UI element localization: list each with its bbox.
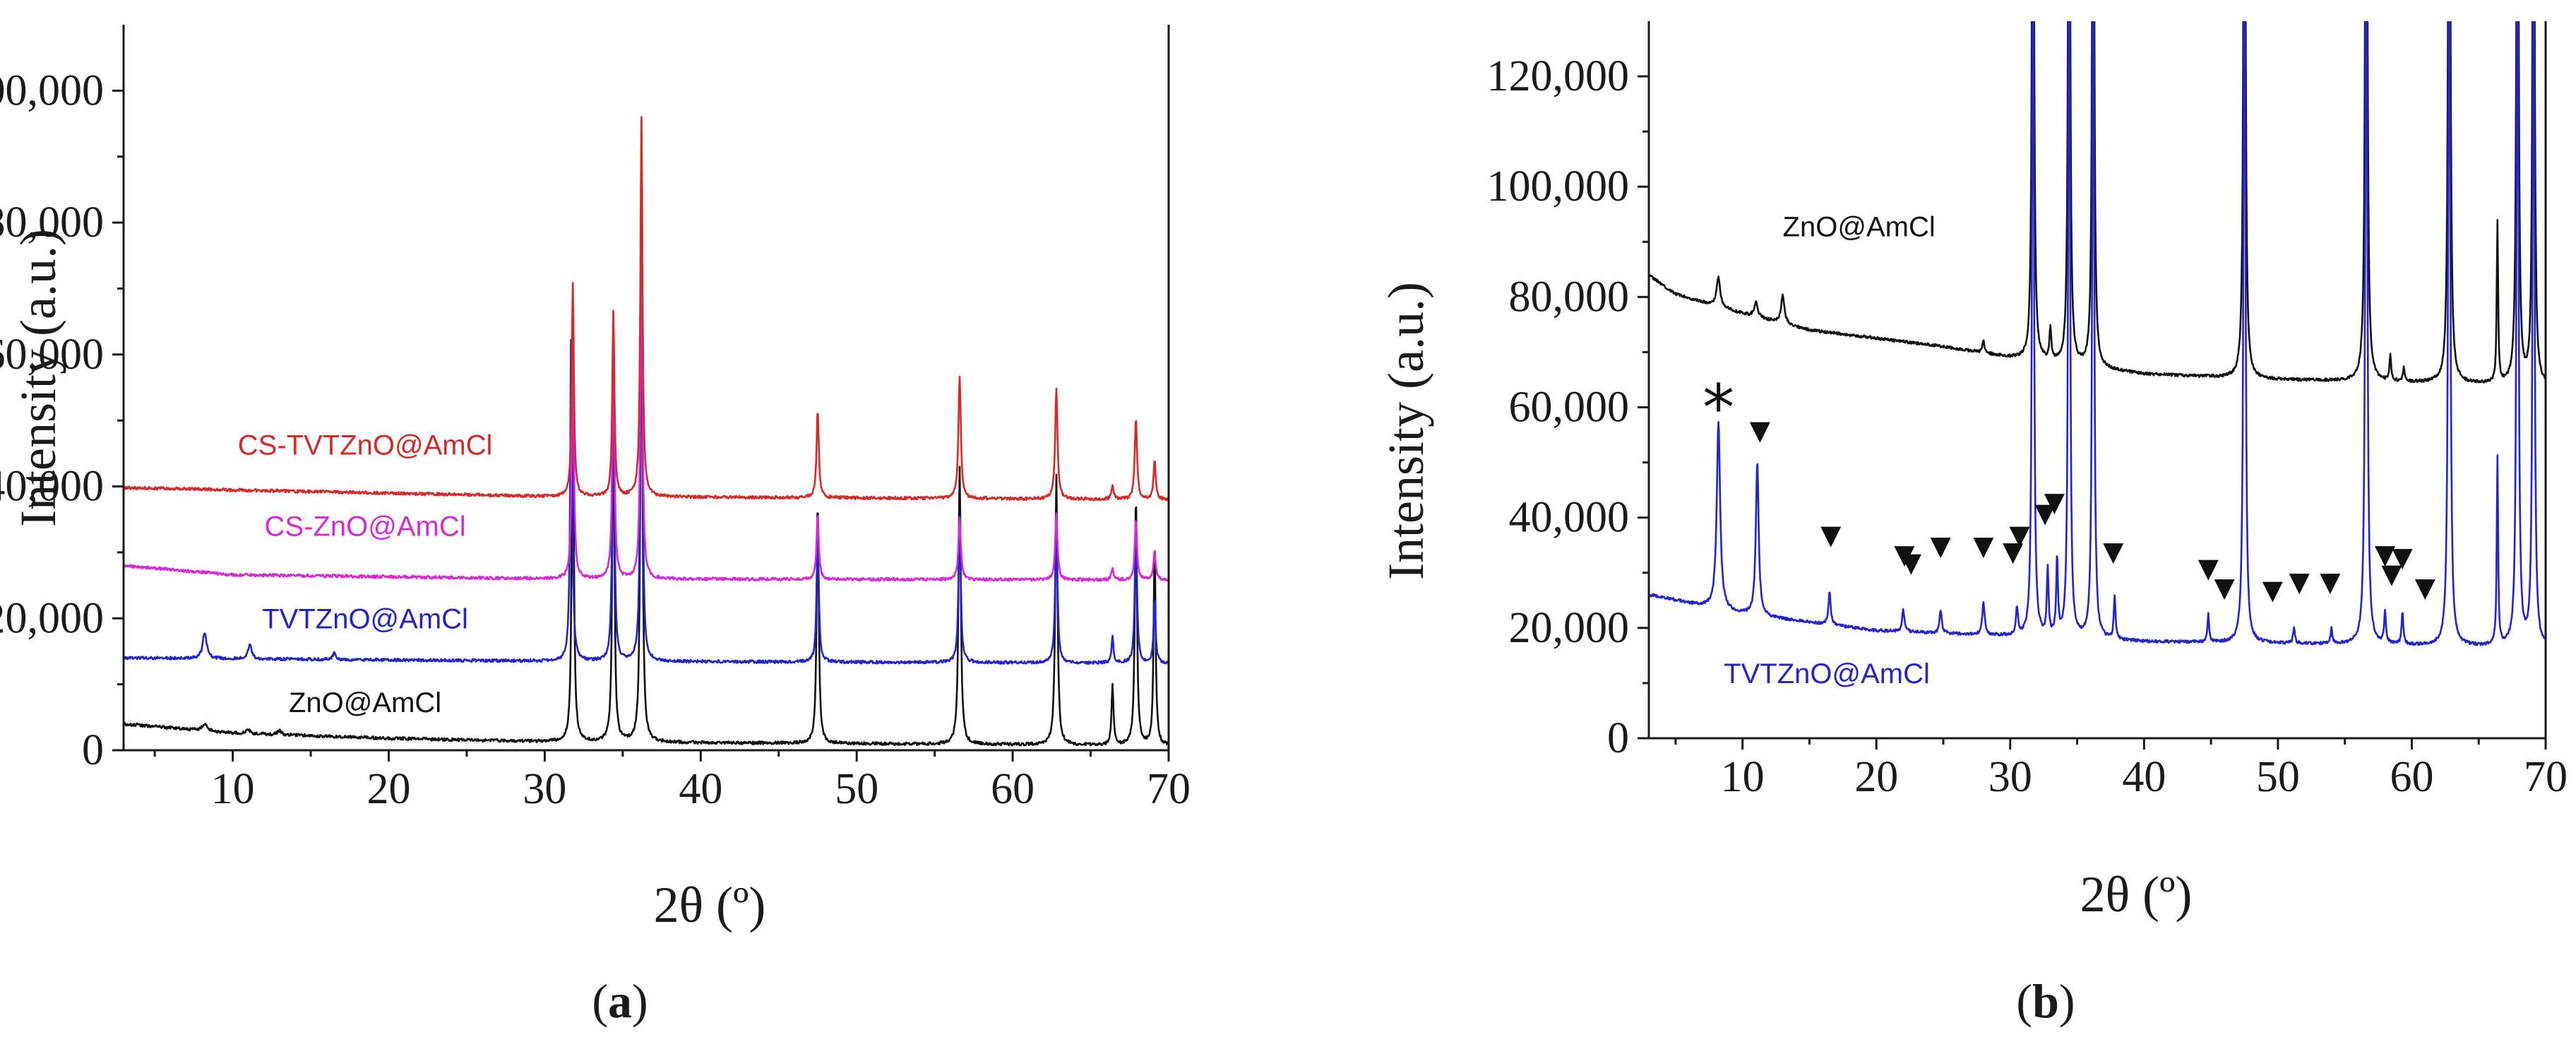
panel-b-x-tick-label: 50: [2256, 753, 2300, 801]
panel-a-x-tick-label: 50: [835, 765, 878, 813]
panel-a-y-tick-label: 80,000: [0, 199, 104, 247]
panel-b-peak-marker: ▼: [1901, 547, 1922, 578]
panel-b-x-tick-label: 40: [2122, 753, 2166, 801]
panel-a-series: [124, 116, 1169, 747]
panel-a-y-axis-label: Intensity (a.u.): [10, 229, 66, 527]
panel-b-x-tick-label: 60: [2390, 753, 2433, 801]
panel-b-asterisk-marker: *: [1703, 372, 1734, 446]
panel-b-y-tick-label: 40,000: [1509, 494, 1630, 542]
panel-a-legend-cs-tvtzno-amcl: CS-TVTZnO@AmCl: [238, 430, 493, 461]
panel-a-x-tick-label: 40: [679, 765, 722, 813]
panel-b-peak-marker: ▼: [1973, 531, 1994, 562]
panel-b-annotations: * ▼▼▼▼▼ ▼ ▼▼▼▼▼▼▼ ▼ ▼ ▼▼▼▼▼: [1703, 372, 2436, 605]
panel-b-chart: 10 20 30 40 50 60 70 0 20,000 40,000 60,000 80,000 1…: [1378, 21, 2568, 1028]
panel-a-series-cs-zno-amcl: [124, 247, 1169, 582]
panel-a-x-tick-label: 10: [211, 765, 255, 813]
panel-b-x-tick-label: 20: [1854, 753, 1898, 801]
panel-b-peak-marker: ▼: [2392, 541, 2414, 572]
panel-b-peak-marker: ▼: [1820, 519, 1842, 550]
panel-a-y-tick-label: 20,000: [0, 594, 104, 642]
panel-b-ticks: 10 20 30 40 50 60 70 0 20,000 40,000 60,000 80,000 1…: [1487, 52, 2568, 801]
panel-a-series-zno-amcl: [124, 226, 1169, 747]
panel-b-peak-marker: ▼: [2289, 566, 2310, 597]
panel-b-x-tick-label: 10: [1721, 753, 1765, 801]
panel-b-y-tick-label: 80,000: [1509, 273, 1630, 321]
panel-b-x-tick-label: 30: [1988, 753, 2032, 801]
panel-a-legend-tvtzno-amcl: TVTZnO@AmCl: [262, 603, 468, 634]
panel-a-series-cs-tvtzno-amcl: [124, 116, 1169, 502]
panel-a-x-tick-label: 60: [991, 765, 1034, 813]
panel-b-peak-marker: ▼: [2320, 566, 2341, 597]
panel-a-y-tick-label: 100,000: [0, 66, 104, 114]
panel-b-peak-marker: ▼: [1931, 531, 1952, 562]
panel-a-x-tick-label: 70: [1147, 765, 1191, 813]
panel-a-ticks: 10 20 30 40 50 60 70 0 20,000 40,000 60,000 80,000 1…: [0, 66, 1191, 813]
panel-b-x-tick-label: 70: [2524, 753, 2568, 801]
panel-a-y-tick-label: 60,000: [0, 331, 104, 379]
panel-b-peak-marker: ▼: [2044, 486, 2065, 517]
panel-b-peak-marker: ▼: [2034, 497, 2056, 528]
panel-b-label: (b): [2016, 974, 2075, 1028]
panel-b-y-tick-label: 100,000: [1487, 162, 1630, 211]
panel-b-peak-marker: ▼: [2381, 558, 2402, 589]
panel-b-x-axis-label: 2θ (º): [2080, 866, 2193, 923]
panel-b-peak-marker: ▼: [1750, 415, 1771, 446]
panel-a-series-tvtzno-amcl: [124, 211, 1169, 665]
panel-b-legend-zno-amcl: ZnO@AmCl: [1783, 212, 1936, 243]
panel-b-legend-tvtzno-amcl: TVTZnO@AmCl: [1724, 658, 1930, 689]
panel-b-y-tick-label: 60,000: [1509, 384, 1630, 432]
panel-b-axes: [1647, 21, 2547, 740]
panel-a-legend-zno-amcl: ZnO@AmCl: [289, 687, 441, 718]
panel-a-x-tick-label: 30: [523, 765, 566, 813]
panel-b-peak-marker: ▼: [2003, 536, 2024, 567]
panel-b-peak-marker: ▼: [2262, 574, 2284, 605]
panel-a-legend: CS-TVTZnO@AmCl CS-ZnO@AmCl TVTZnO@AmCl ZnO@…: [238, 430, 493, 718]
panel-a-x-tick-label: 20: [367, 765, 411, 813]
panel-b-peak-marker: ▼: [2009, 519, 2030, 550]
panel-a-legend-cs-zno-amcl: CS-ZnO@AmCl: [265, 511, 466, 543]
panel-a-x-axis-label: 2θ (º): [654, 877, 766, 933]
panel-b-peak-marker: ▼: [1894, 538, 1915, 569]
panel-b-y-axis-label: Intensity (a.u.): [1378, 282, 1434, 580]
panel-a-chart: 10 20 30 40 50 60 70 0 20,000 40,000 60,000 80,000 1…: [0, 25, 1191, 1028]
panel-b-peak-marker: ▼: [2198, 552, 2219, 584]
panel-b-series-tvtzno-amcl: [1649, 21, 2546, 646]
panel-b-legend: ZnO@AmCl TVTZnO@AmCl: [1724, 212, 1936, 689]
panel-a-label: (a): [592, 974, 648, 1028]
panel-a-y-tick-label: 40,000: [0, 463, 104, 511]
panel-b-y-tick-label: 0: [1607, 714, 1629, 762]
panel-b-peak-marker: ▼: [2415, 572, 2436, 603]
panel-b-series: [1649, 21, 2546, 646]
panel-b-peak-marker: ▼: [2375, 538, 2396, 569]
panel-a-y-tick-label: 0: [82, 726, 104, 774]
panel-b-series-zno-amcl: [1649, 21, 2546, 384]
panel-b-peak-marker: ▼: [2214, 572, 2235, 603]
panel-b-y-tick-label: 120,000: [1487, 52, 1630, 100]
panel-b-y-tick-label: 20,000: [1509, 604, 1630, 652]
panel-b-peak-marker: ▼: [2103, 536, 2124, 567]
panel-a-axes: [122, 25, 1170, 752]
